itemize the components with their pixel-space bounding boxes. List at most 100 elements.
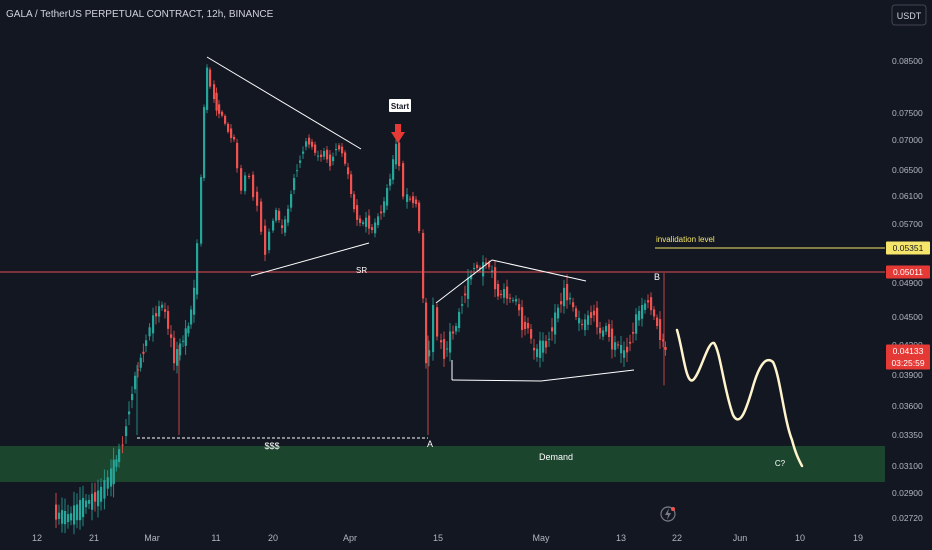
candle-body	[61, 510, 64, 524]
candle-body	[275, 209, 278, 221]
candle-body	[512, 299, 515, 301]
candle-body	[100, 486, 103, 502]
candle-body	[55, 504, 58, 520]
candle-body	[590, 312, 593, 318]
candle-body	[626, 346, 629, 353]
price-tick-label: 0.06100	[892, 191, 923, 201]
candle-body	[323, 151, 326, 157]
time-tick-label: 21	[89, 533, 99, 543]
candle-body	[311, 141, 314, 147]
candle-body	[332, 156, 335, 162]
candle-body	[539, 340, 542, 359]
candle-body	[106, 477, 109, 489]
price-label-box	[886, 344, 930, 358]
candle-body	[244, 175, 247, 192]
time-tick-label: 15	[433, 533, 443, 543]
candle-body	[139, 357, 142, 368]
candle-body	[268, 231, 271, 251]
lightning-icon[interactable]	[660, 506, 676, 522]
time-tick-label: 10	[795, 533, 805, 543]
candle-body	[131, 394, 134, 401]
candle-body	[530, 329, 533, 339]
sr-label: SR	[356, 266, 367, 275]
candle-body	[632, 332, 635, 334]
candle-body	[256, 191, 259, 206]
candle-body	[284, 219, 287, 233]
candle-body	[641, 305, 644, 319]
price-label: 03:25:59	[891, 358, 924, 368]
candle-body	[233, 136, 236, 140]
candle-body	[218, 104, 221, 114]
candle-body	[371, 227, 374, 230]
candle-body	[155, 313, 158, 317]
price-label-box	[886, 356, 930, 370]
candle-body	[461, 304, 464, 306]
price-label: 0.05011	[893, 267, 923, 277]
candle-body	[362, 222, 365, 225]
candle-body	[578, 317, 581, 324]
candle-body	[602, 330, 605, 337]
candle-body	[287, 208, 290, 223]
candle-body	[82, 497, 85, 518]
candle-body	[560, 301, 563, 305]
candle-body	[344, 152, 347, 164]
price-label-box	[886, 265, 930, 279]
candle-body	[506, 286, 509, 299]
candle-body	[236, 142, 239, 169]
candle-body	[326, 149, 329, 160]
candle-body	[170, 334, 173, 338]
price-tick-label: 0.03600	[892, 401, 923, 411]
candle-body	[644, 303, 647, 310]
candle-body	[187, 325, 190, 334]
candle-body	[608, 324, 611, 338]
time-axis-ticks: 12 21 Mar 11 20 Apr 15 May 13 22 Jun 10 19	[32, 533, 863, 543]
currency-button[interactable]	[891, 4, 927, 26]
candle-body	[230, 128, 233, 138]
candle-body	[221, 111, 224, 116]
candle-body	[515, 299, 518, 302]
candle-body	[64, 510, 67, 525]
candle-body	[196, 243, 199, 295]
candle-body	[125, 426, 128, 437]
price-axis-labels: 0.05351 0.05011 0.04133 03:25:59	[886, 241, 930, 370]
candle-body	[341, 146, 344, 154]
candle-body	[320, 154, 323, 158]
demand-label: Demand	[539, 452, 573, 462]
projected-path	[675, 328, 804, 468]
candle-body	[386, 188, 389, 206]
time-tick-label: Mar	[144, 533, 160, 543]
candle-body	[662, 339, 665, 342]
candle-body	[145, 340, 148, 346]
point-a-label: A	[427, 439, 433, 449]
candle-body	[418, 202, 421, 232]
candle-body	[389, 178, 392, 186]
candle-body	[464, 293, 467, 296]
candle-body	[572, 302, 575, 308]
candle-body	[629, 341, 632, 344]
pattern-upper-line-2b	[491, 259, 587, 282]
candle-body	[500, 293, 503, 295]
time-tick-label: 12	[32, 533, 42, 543]
candle-body	[425, 302, 428, 364]
candle-body	[317, 155, 320, 157]
price-tick-label: 0.03100	[892, 461, 923, 471]
candle-body	[415, 199, 418, 205]
candle-body	[542, 340, 545, 353]
candle-body	[227, 123, 230, 132]
price-tick-label: 0.04500	[892, 312, 923, 322]
candle-body	[158, 306, 161, 317]
candle-body	[476, 264, 479, 269]
price-tick-label: 0.06500	[892, 165, 923, 175]
candle-body	[521, 307, 524, 331]
candle-body	[206, 67, 209, 110]
candle-body	[128, 411, 131, 415]
candle-body	[94, 492, 97, 502]
candle-body	[272, 220, 275, 231]
candle-body	[392, 159, 395, 180]
candle-body	[638, 310, 641, 321]
candle-body	[398, 142, 401, 167]
candle-body	[338, 145, 341, 150]
candle-body	[193, 287, 196, 315]
candle-body	[213, 84, 216, 100]
